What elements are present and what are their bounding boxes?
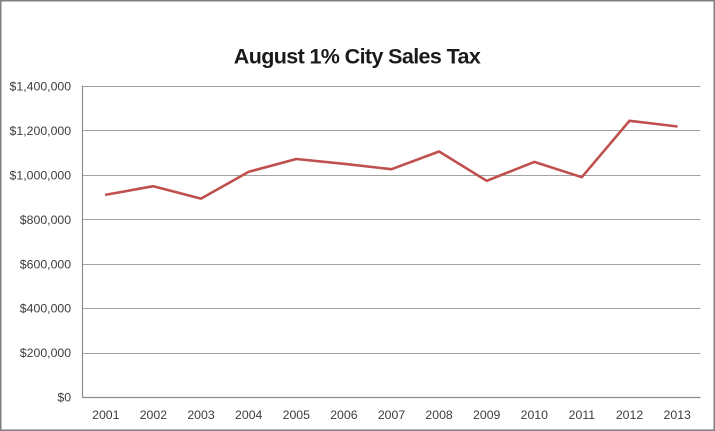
svg-text:2013: 2013 bbox=[664, 408, 692, 422]
svg-text:$1,000,000: $1,000,000 bbox=[10, 168, 72, 182]
svg-text:2003: 2003 bbox=[187, 408, 215, 422]
svg-text:2009: 2009 bbox=[473, 408, 501, 422]
svg-text:August 1% City Sales Tax: August 1% City Sales Tax bbox=[234, 44, 481, 68]
svg-text:2004: 2004 bbox=[235, 408, 263, 422]
svg-text:$600,000: $600,000 bbox=[20, 257, 71, 271]
svg-text:$200,000: $200,000 bbox=[20, 346, 71, 360]
svg-text:2006: 2006 bbox=[330, 408, 358, 422]
svg-text:$1,400,000: $1,400,000 bbox=[10, 80, 72, 94]
svg-text:$800,000: $800,000 bbox=[20, 213, 71, 227]
svg-text:2005: 2005 bbox=[283, 408, 311, 422]
svg-text:$400,000: $400,000 bbox=[20, 302, 71, 316]
svg-text:2008: 2008 bbox=[425, 408, 453, 422]
svg-text:2012: 2012 bbox=[616, 408, 644, 422]
svg-text:2001: 2001 bbox=[92, 408, 120, 422]
svg-text:2007: 2007 bbox=[378, 408, 406, 422]
svg-text:$0: $0 bbox=[57, 391, 71, 405]
svg-text:$1,200,000: $1,200,000 bbox=[10, 124, 72, 138]
svg-text:2002: 2002 bbox=[140, 408, 168, 422]
svg-text:2011: 2011 bbox=[569, 408, 596, 422]
svg-text:2010: 2010 bbox=[521, 408, 549, 422]
